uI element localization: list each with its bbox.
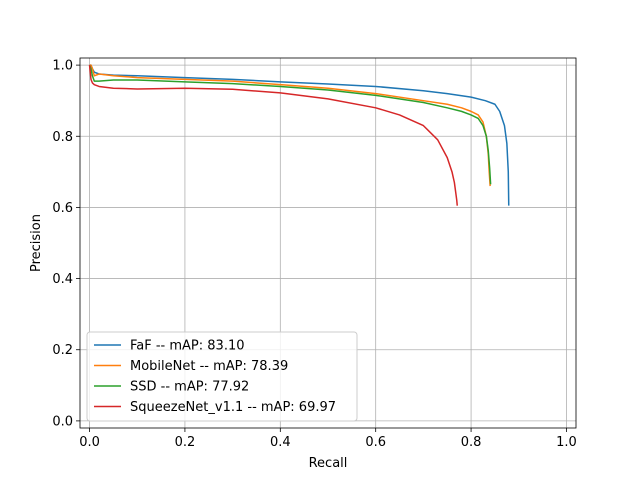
legend-entry: SqueezeNet_v1.1 -- mAP: 69.97 [130,400,336,415]
series-line-0 [89,64,510,206]
y-tick-label: 0.2 [52,343,73,358]
legend-entry: MobileNet -- mAP: 78.39 [130,359,288,374]
legend-box [86,331,358,422]
y-tick-label: 0.4 [52,272,73,287]
x-tick-label: 0.6 [365,435,386,450]
x-tick-label: 0.4 [270,435,291,450]
legend-entry: SSD -- mAP: 77.92 [130,380,249,395]
x-axis-label: Recall [309,456,348,471]
x-tick-label: 0.8 [461,435,482,450]
y-tick-label: 0.6 [52,201,73,216]
y-axis-label: Precision [29,214,44,272]
y-axis-ticks: 0.0 0.2 0.4 0.6 0.8 1.0 [52,59,80,429]
series-line-2 [88,64,492,185]
series-lines [88,64,510,206]
x-tick-label: 0.0 [79,435,100,450]
legend: FaF -- mAP: 83.10 MobileNet -- mAP: 78.39… [86,331,358,422]
series-line-3 [88,65,458,206]
y-tick-label: 1.0 [52,59,73,74]
x-tick-label: 0.2 [175,435,196,450]
legend-entry: FaF -- mAP: 83.10 [130,339,245,354]
x-axis-ticks: 0.0 0.2 0.4 0.6 0.8 1.0 [79,428,577,450]
plot-frame [79,57,577,429]
y-tick-label: 0.0 [52,414,73,429]
x-tick-label: 1.0 [556,435,577,450]
y-tick-label: 0.8 [52,130,73,145]
